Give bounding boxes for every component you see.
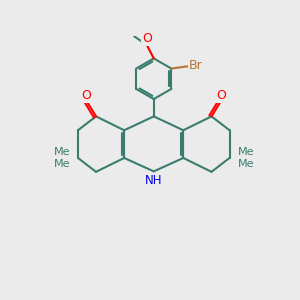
Text: NH: NH xyxy=(145,174,163,187)
Text: O: O xyxy=(81,89,91,102)
Text: Me: Me xyxy=(237,159,254,169)
Text: Me: Me xyxy=(54,147,70,157)
Text: Me: Me xyxy=(237,147,254,157)
Text: O: O xyxy=(217,89,226,102)
Text: Me: Me xyxy=(54,159,70,169)
Text: Br: Br xyxy=(189,58,203,72)
Text: O: O xyxy=(142,32,152,45)
